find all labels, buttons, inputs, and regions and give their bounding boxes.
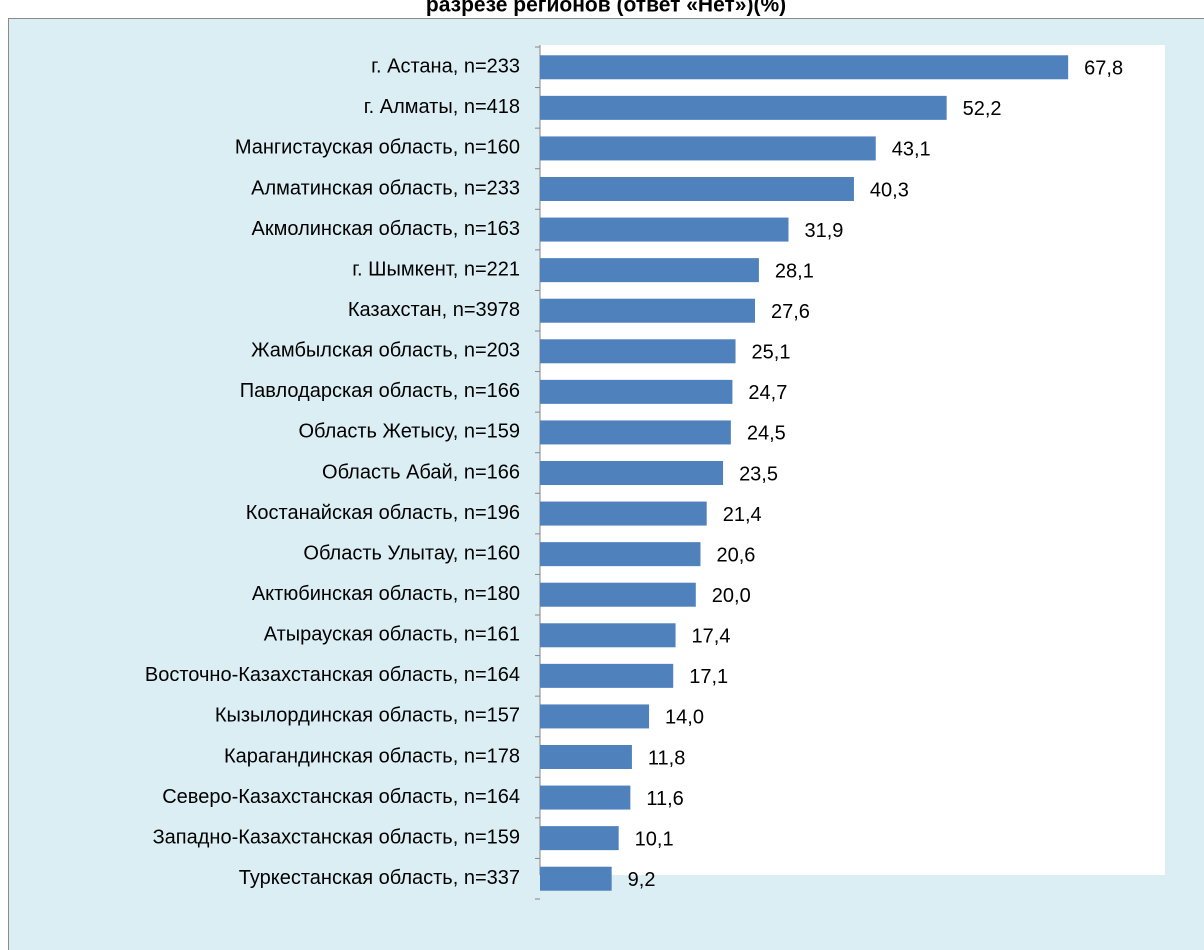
category-label: Западно-Казахстанская область, n=159	[153, 826, 520, 848]
value-label: 17,4	[692, 626, 731, 648]
category-label: г. Астана, n=233	[371, 56, 520, 78]
bar	[540, 95, 947, 120]
category-label: Мангистауская область, n=160	[235, 137, 520, 159]
bar	[540, 217, 789, 242]
value-label: 40,3	[870, 179, 909, 201]
value-label: 20,0	[712, 585, 751, 607]
bar	[540, 501, 707, 526]
value-label: 43,1	[892, 139, 931, 161]
category-label: Северо-Казахстанская область, n=164	[162, 786, 520, 808]
bar	[540, 177, 854, 201]
category-label: Область Жетысу, n=159	[298, 421, 520, 443]
value-label: 11,6	[646, 788, 683, 810]
category-label: Акмолинская область, n=163	[252, 218, 520, 240]
value-label: 25,1	[752, 342, 791, 364]
bar	[540, 136, 876, 161]
bar	[540, 339, 736, 364]
value-label: 27,6	[771, 301, 810, 323]
category-label: г. Алматы, n=418	[364, 96, 520, 118]
value-label: 67,8	[1084, 58, 1123, 80]
bar	[540, 704, 650, 729]
value-label: 17,1	[689, 666, 728, 688]
category-label: Восточно-Казахстанская область, n=164	[145, 664, 520, 686]
category-label: г. Шымкент, n=221	[352, 258, 520, 280]
bar	[540, 582, 696, 607]
bar	[540, 379, 733, 404]
bar	[540, 826, 619, 851]
value-label: 11,8	[648, 747, 685, 769]
value-label: 9,2	[628, 869, 656, 891]
value-label: 10,1	[635, 828, 674, 850]
bar	[540, 745, 632, 769]
bar	[540, 785, 631, 810]
value-label: 28,1	[775, 260, 814, 282]
value-label: 24,5	[747, 423, 786, 445]
category-label: Жамбылская область, n=203	[251, 340, 520, 362]
bar	[540, 298, 756, 323]
category-label: Кызылординская область, n=157	[215, 705, 520, 727]
bar	[540, 258, 759, 283]
value-label: 24,7	[748, 382, 787, 404]
category-label: Павлодарская область, n=166	[240, 380, 520, 402]
category-label: Туркестанская область, n=337	[239, 867, 520, 889]
value-label: 23,5	[739, 463, 778, 485]
category-label: Область Улытау, n=160	[303, 542, 520, 564]
category-label: Костанайская область, n=196	[246, 502, 520, 524]
bar	[540, 866, 612, 891]
category-label: Алматинская область, n=233	[251, 177, 520, 199]
bar	[540, 461, 724, 485]
bar	[540, 663, 674, 688]
bar	[540, 542, 701, 567]
value-label: 20,6	[716, 544, 755, 566]
bar	[540, 55, 1069, 80]
value-label: 31,9	[805, 220, 844, 242]
value-label: 14,0	[665, 707, 704, 729]
chart-title: разрезе регионов (ответ «Нет»)(%)	[426, 0, 786, 17]
plot-area	[540, 45, 1165, 875]
bar	[540, 623, 676, 648]
value-label: 52,2	[963, 98, 1002, 120]
category-label: Актюбинская область, n=180	[252, 583, 520, 605]
category-label: Область Абай, n=166	[322, 461, 520, 483]
category-label: Казахстан, n=3978	[348, 299, 520, 321]
category-label: Карагандинская область, n=178	[224, 745, 520, 767]
value-label: 21,4	[723, 504, 762, 526]
bar	[540, 420, 731, 445]
category-label: Атырауская область, n=161	[264, 624, 520, 646]
